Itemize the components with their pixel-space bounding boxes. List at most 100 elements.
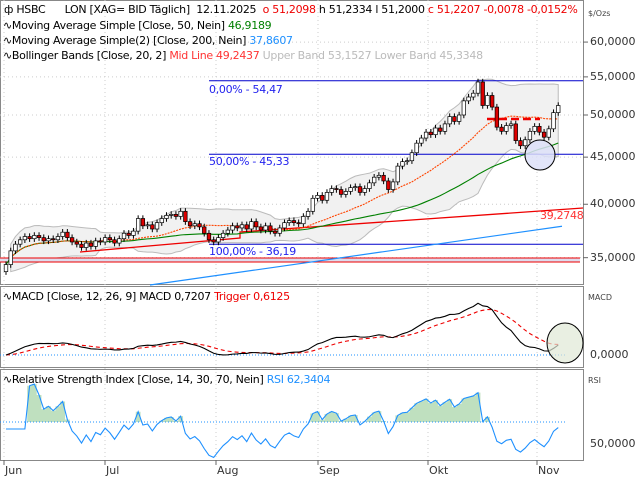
candle (13, 243, 18, 252)
bb-legend[interactable]: ∿Bollinger Bands [Close, 20, 2] Mid Line… (3, 49, 483, 62)
candle (362, 188, 367, 193)
candle (305, 210, 311, 217)
macd-label: MACD [Close, 12, 26, 9] (11, 290, 137, 303)
month-label: Aug (217, 464, 239, 477)
candle (395, 165, 400, 183)
channel-fill (0, 258, 580, 262)
candle (154, 222, 160, 230)
candle (461, 100, 466, 116)
candle (32, 235, 37, 240)
month-label: Okt (429, 464, 449, 477)
trendline-label: 39,2748 (540, 209, 584, 222)
candle (121, 232, 127, 240)
candle (556, 105, 561, 113)
candle (3, 264, 9, 272)
candle (338, 189, 344, 195)
candle (334, 188, 339, 190)
candle (310, 197, 315, 212)
candle (169, 214, 174, 216)
candle (140, 218, 146, 227)
rsi-axis-title: RSI (588, 376, 601, 385)
candle (287, 220, 292, 224)
fib-label-100: 100,00% - 36,19 (209, 245, 296, 258)
candle (518, 140, 523, 147)
candle (348, 187, 353, 192)
macd-value: MACD 0,7207 (139, 290, 211, 303)
candle (499, 126, 504, 132)
change-pct: -0,0152% (527, 3, 578, 16)
symbol: HSBC (16, 3, 46, 16)
macd-legend[interactable]: ∿MACD [Close, 12, 26, 9] MACD 0,7207 Tri… (3, 290, 290, 303)
candle (183, 210, 188, 222)
bb-lower: Lower Band 45,3348 (374, 49, 484, 62)
sma50-value: 46,9189 (227, 19, 272, 32)
candle (343, 191, 348, 195)
macd-line (5, 302, 559, 356)
candle (320, 195, 325, 201)
main-panel (0, 0, 584, 285)
price-axis-label: 55,0000 (590, 69, 636, 83)
candle (136, 218, 141, 232)
candle (442, 123, 448, 132)
candle (220, 232, 226, 238)
candle (390, 181, 396, 190)
macd-panel (0, 286, 584, 368)
candle (225, 229, 230, 234)
rsi-legend[interactable]: ∿Relative Strength Index [Close, 14, 30,… (3, 373, 331, 386)
close: c 51,2207 (427, 3, 481, 16)
high: h 51,2334 (318, 3, 373, 16)
candle (206, 232, 212, 241)
symbol-icon: ф (4, 3, 14, 16)
sma200-label: Moving Average Simple(2) [Close, 200, Ne… (11, 34, 247, 47)
indicator-icon: ∿ (3, 290, 12, 303)
candle (471, 92, 476, 98)
candle (541, 131, 547, 138)
rsi-overbought-fill (27, 384, 490, 422)
date: 12.11.2025 (196, 3, 257, 16)
candle (216, 237, 221, 243)
candle (93, 240, 98, 247)
indicator-icon: ∿ (3, 34, 12, 47)
candle (46, 238, 51, 242)
candle (296, 222, 301, 225)
candle (414, 142, 419, 154)
sma50-legend[interactable]: ∿Moving Average Simple [Close, 50, Nein]… (3, 19, 272, 32)
rsi-line (6, 383, 559, 459)
candle (69, 237, 75, 243)
candle (239, 224, 245, 229)
month-label: Jun (5, 464, 23, 477)
unit-label: $/Ozs (588, 9, 611, 18)
candle (315, 195, 320, 199)
price-axis-label: 50,0000 (590, 108, 636, 121)
candle (301, 216, 306, 225)
fib-label-0: 0,00% - 54,47 (209, 83, 283, 96)
price-axis-label: 35,0000 (590, 250, 636, 264)
rsi-label: Relative Strength Index [Close, 14, 30, … (11, 373, 264, 386)
candle (272, 230, 278, 234)
candle (41, 237, 46, 242)
candle (537, 126, 542, 133)
candle (480, 81, 485, 106)
candle (74, 241, 79, 245)
candle (532, 126, 537, 132)
candle (456, 114, 462, 122)
change: -0,0078 (483, 3, 524, 16)
sma200-legend[interactable]: ∿Moving Average Simple(2) [Close, 200, N… (3, 34, 293, 47)
trendline (79, 207, 584, 253)
candle (485, 95, 490, 106)
candle (173, 214, 179, 217)
open: o 51,2098 (262, 3, 316, 16)
candle (178, 210, 183, 217)
sma200-value: 37,8607 (249, 34, 293, 47)
candle (202, 226, 207, 234)
macd-highlight-circle (546, 322, 584, 364)
candle (433, 127, 438, 136)
candle (55, 236, 61, 241)
exchange: LON [XAG= BID Täglich] (64, 3, 191, 16)
sma50-label: Moving Average Simple [Close, 50, Nein] (11, 19, 225, 32)
candle (466, 96, 471, 102)
candle (405, 160, 410, 163)
candle (98, 240, 103, 243)
candle (329, 188, 334, 193)
